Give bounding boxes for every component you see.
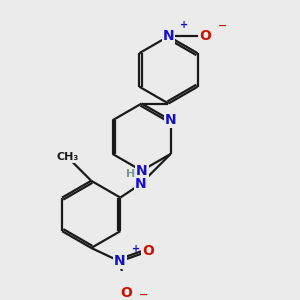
Text: CH₃: CH₃ (57, 152, 79, 162)
Text: N: N (135, 177, 146, 191)
Text: O: O (142, 244, 154, 258)
Text: O: O (121, 286, 132, 300)
Text: −: − (218, 21, 228, 31)
Text: −: − (139, 290, 148, 300)
Text: N: N (136, 164, 147, 178)
Text: N: N (165, 113, 176, 127)
Text: N: N (163, 29, 174, 44)
Text: N: N (114, 254, 126, 268)
Text: H: H (126, 169, 136, 179)
Text: O: O (200, 29, 211, 44)
Text: +: + (180, 20, 188, 30)
Text: +: + (131, 244, 140, 254)
